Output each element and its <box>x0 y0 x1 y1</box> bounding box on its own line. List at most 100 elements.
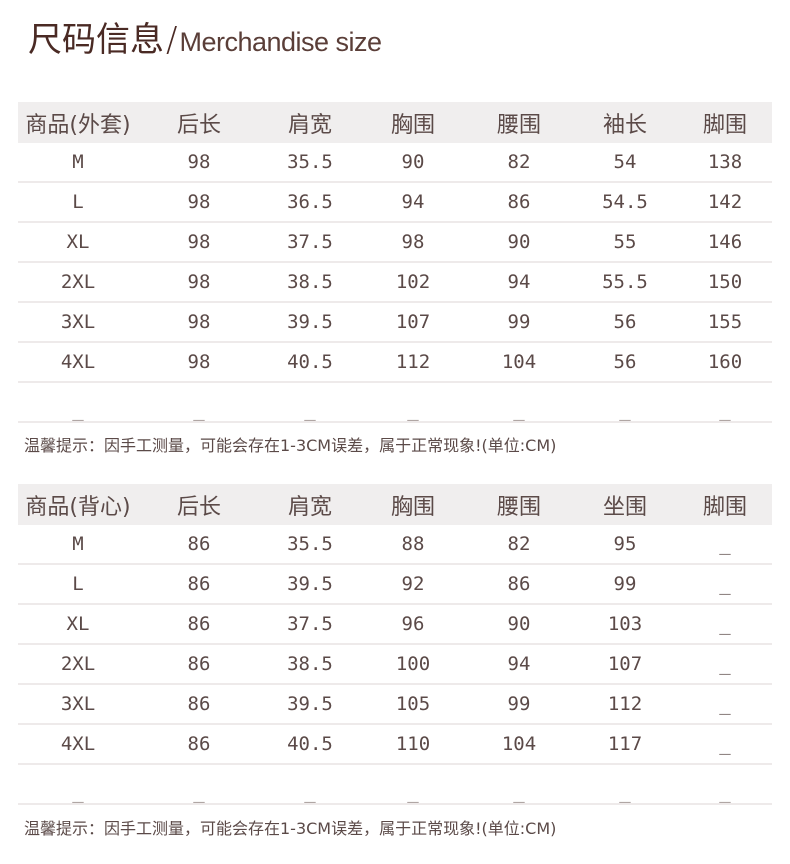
table-cell: 99 <box>613 573 637 595</box>
table-cell: _ <box>513 781 525 803</box>
table-cell: _ <box>719 781 731 803</box>
table-cell: 55 <box>613 231 637 253</box>
table-row: _ _ _ _ _ _ _ <box>18 383 772 423</box>
table-cell: 86 <box>507 573 531 595</box>
table-cell: _ <box>719 653 731 675</box>
table-cell: L <box>72 191 84 213</box>
column-header: 胸围 <box>390 494 435 520</box>
table-row: XL 98 37.5 98 90 55 146 <box>18 223 772 263</box>
column-header: 后长 <box>176 112 221 138</box>
table-cell: _ <box>304 781 316 803</box>
table-cell: M <box>72 151 84 173</box>
table-row: XL 86 37.5 96 90 103 _ <box>18 605 772 645</box>
table-cell: 3XL <box>60 693 96 715</box>
table-row: 4XL 86 40.5 110 104 117 _ <box>18 725 772 765</box>
table-cell: XL <box>66 231 90 253</box>
table-cell: 37.5 <box>287 231 333 253</box>
table-cell: 112 <box>607 693 643 715</box>
table-cell: 39.5 <box>287 573 333 595</box>
table-cell: _ <box>719 693 731 715</box>
table-cell: 146 <box>707 231 743 253</box>
table-cell: 107 <box>395 311 431 333</box>
table-cell: _ <box>719 613 731 635</box>
title-slash: / <box>166 20 178 60</box>
table-cell: 160 <box>707 351 743 373</box>
table-cell: _ <box>719 399 731 421</box>
column-header: 腰围 <box>496 494 541 520</box>
table-cell: 150 <box>707 271 743 293</box>
table-cell: 40.5 <box>287 733 333 755</box>
table-cell: 138 <box>707 151 743 173</box>
table-cell: 98 <box>187 271 211 293</box>
table-cell: L <box>72 573 84 595</box>
table-cell: 82 <box>507 151 531 173</box>
table-cell: 94 <box>401 191 425 213</box>
title-en: Merchandise size <box>179 27 382 57</box>
table-cell: _ <box>72 781 84 803</box>
table-cell: 107 <box>607 653 643 675</box>
table-cell: 96 <box>401 613 425 635</box>
table-cell: 86 <box>187 533 211 555</box>
table-cell: 86 <box>187 693 211 715</box>
table-cell: XL <box>66 613 90 635</box>
table-cell: 98 <box>187 151 211 173</box>
table-cell: 110 <box>395 733 431 755</box>
table-cell: 2XL <box>60 653 96 675</box>
table-cell: _ <box>619 399 631 421</box>
table-cell: 82 <box>507 533 531 555</box>
table-cell: 104 <box>501 351 537 373</box>
table-cell: 99 <box>507 693 531 715</box>
note-jacket: 温馨提示：因手工测量，可能会存在1-3CM误差，属于正常现象!(单位:CM) <box>24 436 557 455</box>
table-cell: _ <box>719 533 731 555</box>
table-row: M 86 35.5 88 82 95 _ <box>18 525 772 565</box>
table-cell: 35.5 <box>287 151 333 173</box>
table-row: 2XL 86 38.5 100 94 107 _ <box>18 645 772 685</box>
table-cell: 90 <box>401 151 425 173</box>
column-header: 胸围 <box>390 112 435 138</box>
table-cell: _ <box>72 399 84 421</box>
column-header: 商品(外套) <box>25 112 131 138</box>
table-cell: 100 <box>395 653 431 675</box>
size-table-jacket: 商品(外套) 后长 肩宽 胸围 腰围 袖长 脚围 M 98 35.5 90 82 54 138 L 98 36.… <box>18 102 772 423</box>
table-row: 4XL 98 40.5 112 104 56 160 <box>18 343 772 383</box>
column-header: 脚围 <box>702 112 747 138</box>
column-header: 后长 <box>176 494 221 520</box>
table-row: M 98 35.5 90 82 54 138 <box>18 143 772 183</box>
column-header: 脚围 <box>702 494 747 520</box>
table-cell: _ <box>407 399 419 421</box>
table-cell: _ <box>304 399 316 421</box>
table-cell: _ <box>193 399 205 421</box>
table-cell: 90 <box>507 613 531 635</box>
table-cell: 54.5 <box>602 191 648 213</box>
table-cell: 35.5 <box>287 533 333 555</box>
table-cell: 3XL <box>60 311 96 333</box>
table-cell: 105 <box>395 693 431 715</box>
table-cell: 98 <box>187 191 211 213</box>
table-cell: 117 <box>607 733 643 755</box>
table-cell: 36.5 <box>287 191 333 213</box>
table-cell: 98 <box>187 231 211 253</box>
column-header: 肩宽 <box>287 112 332 138</box>
table-cell: _ <box>719 733 731 755</box>
table-cell: 4XL <box>60 733 96 755</box>
table-cell: 38.5 <box>287 653 333 675</box>
table-cell: 102 <box>395 271 431 293</box>
table-cell: 40.5 <box>287 351 333 373</box>
table-cell: 155 <box>707 311 743 333</box>
header-row: 商品(外套) 后长 肩宽 胸围 腰围 袖长 脚围 <box>18 102 772 143</box>
table-cell: 86 <box>187 733 211 755</box>
table-cell: 92 <box>401 573 425 595</box>
table-cell: 2XL <box>60 271 96 293</box>
table-row: 3XL 98 39.5 107 99 56 155 <box>18 303 772 343</box>
table-row: L 86 39.5 92 86 99 _ <box>18 565 772 605</box>
table-cell: M <box>72 533 84 555</box>
table-cell: 39.5 <box>287 693 333 715</box>
table-cell: 90 <box>507 231 531 253</box>
size-table-vest: 商品(背心) 后长 肩宽 胸围 腰围 坐围 脚围 M 86 35.5 88 82 95 _ L 86 39.5 9… <box>18 484 772 805</box>
table-row: 3XL 86 39.5 105 99 112 _ <box>18 685 772 725</box>
table-cell: 95 <box>613 533 637 555</box>
table-cell: 94 <box>507 653 531 675</box>
table-cell: 98 <box>187 351 211 373</box>
title-cn: 尺码信息 <box>28 20 164 60</box>
table-cell: 103 <box>607 613 643 635</box>
